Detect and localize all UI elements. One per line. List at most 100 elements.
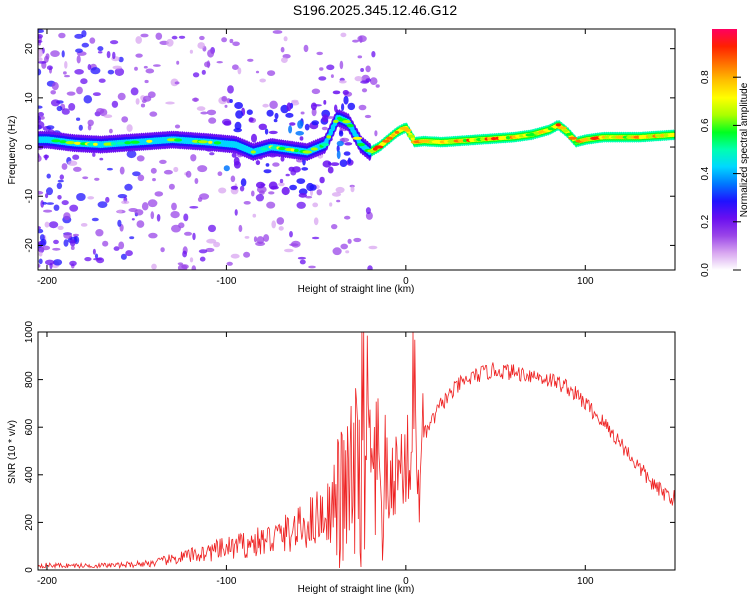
- noise-blob: [52, 247, 61, 251]
- noise-blob: [335, 186, 345, 194]
- noise-blob: [268, 130, 278, 135]
- noise-blob: [322, 114, 329, 123]
- noise-blob: [87, 64, 92, 71]
- noise-blob: [347, 157, 352, 165]
- noise-blob: [154, 191, 164, 197]
- noise-blob: [38, 33, 43, 39]
- noise-blob: [170, 78, 179, 87]
- ridge-core: [663, 133, 669, 137]
- noise-blob: [255, 160, 261, 166]
- noise-blob: [248, 117, 254, 123]
- noise-blob: [281, 57, 288, 63]
- ridge-core: [382, 139, 390, 143]
- noise-blob: [297, 256, 306, 260]
- noise-blob: [270, 185, 279, 190]
- ridge-core: [462, 138, 468, 143]
- noise-blob: [340, 32, 347, 38]
- noise-blob: [354, 76, 363, 82]
- noise-blob: [97, 201, 108, 209]
- y-tick-label: 10: [24, 92, 35, 104]
- noise-blob: [310, 102, 317, 111]
- noise-blob: [87, 119, 94, 127]
- noise-blob: [38, 29, 44, 33]
- y-tick-label: -20: [24, 238, 35, 253]
- noise-blob: [290, 101, 300, 106]
- noise-blob: [63, 212, 71, 221]
- noise-blob: [106, 167, 113, 171]
- ridge-core: [557, 126, 567, 130]
- noise-blob: [38, 263, 41, 268]
- noise-blob: [321, 126, 328, 131]
- noise-blob: [140, 33, 149, 38]
- noise-blob: [38, 49, 43, 58]
- noise-blob: [262, 103, 269, 108]
- noise-blob: [46, 65, 53, 70]
- noise-blob: [285, 173, 290, 177]
- noise-blob: [229, 99, 233, 103]
- ridge-core: [562, 129, 569, 133]
- noise-blob: [45, 259, 55, 266]
- noise-blob: [347, 102, 356, 111]
- noise-blob: [272, 162, 280, 167]
- noise-blob: [223, 120, 232, 126]
- noise-blob: [237, 67, 242, 75]
- noise-blob: [44, 55, 49, 63]
- noise-blob: [97, 46, 104, 52]
- snr-series-line: [38, 332, 675, 570]
- noise-blob: [177, 264, 188, 270]
- noise-blob: [59, 174, 64, 180]
- noise-blob: [311, 108, 317, 117]
- noise-blob: [192, 72, 200, 78]
- noise-blob: [109, 128, 113, 134]
- noise-blob: [205, 247, 215, 253]
- noise-blob: [305, 195, 313, 199]
- noise-blob: [268, 191, 275, 195]
- noise-blob: [338, 80, 347, 84]
- x-tick-label: -200: [37, 576, 57, 587]
- ridge-core: [213, 141, 222, 145]
- noise-blob: [233, 161, 241, 169]
- noise-blob: [40, 200, 44, 208]
- y-tick-label: 1000: [24, 320, 35, 343]
- x-tick-label: -200: [37, 276, 57, 287]
- noise-blob: [330, 162, 340, 167]
- noise-blob: [360, 68, 364, 72]
- snr-plot-area: [38, 332, 675, 570]
- noise-blob: [140, 103, 146, 108]
- noise-blob: [112, 51, 116, 60]
- noise-blob: [96, 257, 105, 264]
- figure-title: S196.2025.345.12.46.G12: [293, 2, 457, 18]
- noise-blob: [221, 37, 228, 43]
- noise-blob: [57, 195, 62, 200]
- ridge-core: [93, 142, 98, 146]
- noise-blob: [326, 64, 335, 71]
- noise-blob: [190, 154, 197, 162]
- snr-xlabel: Height of straight line (km): [298, 584, 415, 595]
- noise-blob: [297, 120, 304, 129]
- y-tick-label: 200: [24, 514, 35, 531]
- noise-blob: [44, 154, 48, 161]
- noise-blob: [344, 215, 351, 220]
- ridge-core: [407, 134, 416, 138]
- noise-blob: [197, 197, 203, 202]
- ridge-core: [565, 132, 573, 136]
- noise-blob: [306, 182, 314, 192]
- noise-blob: [192, 232, 196, 241]
- noise-blob: [41, 245, 51, 251]
- noise-blob: [92, 152, 96, 157]
- noise-blob: [73, 166, 82, 172]
- noise-blob: [72, 154, 80, 160]
- noise-blob: [316, 189, 323, 196]
- noise-blob: [118, 56, 124, 63]
- noise-blob: [251, 133, 257, 143]
- noise-blob: [251, 190, 255, 197]
- noise-blob: [359, 35, 363, 44]
- noise-blob: [38, 112, 44, 117]
- noise-blob: [38, 228, 44, 234]
- noise-blob: [336, 199, 341, 203]
- noise-blob: [171, 202, 177, 211]
- noise-blob: [263, 169, 272, 174]
- noise-blob: [332, 247, 342, 256]
